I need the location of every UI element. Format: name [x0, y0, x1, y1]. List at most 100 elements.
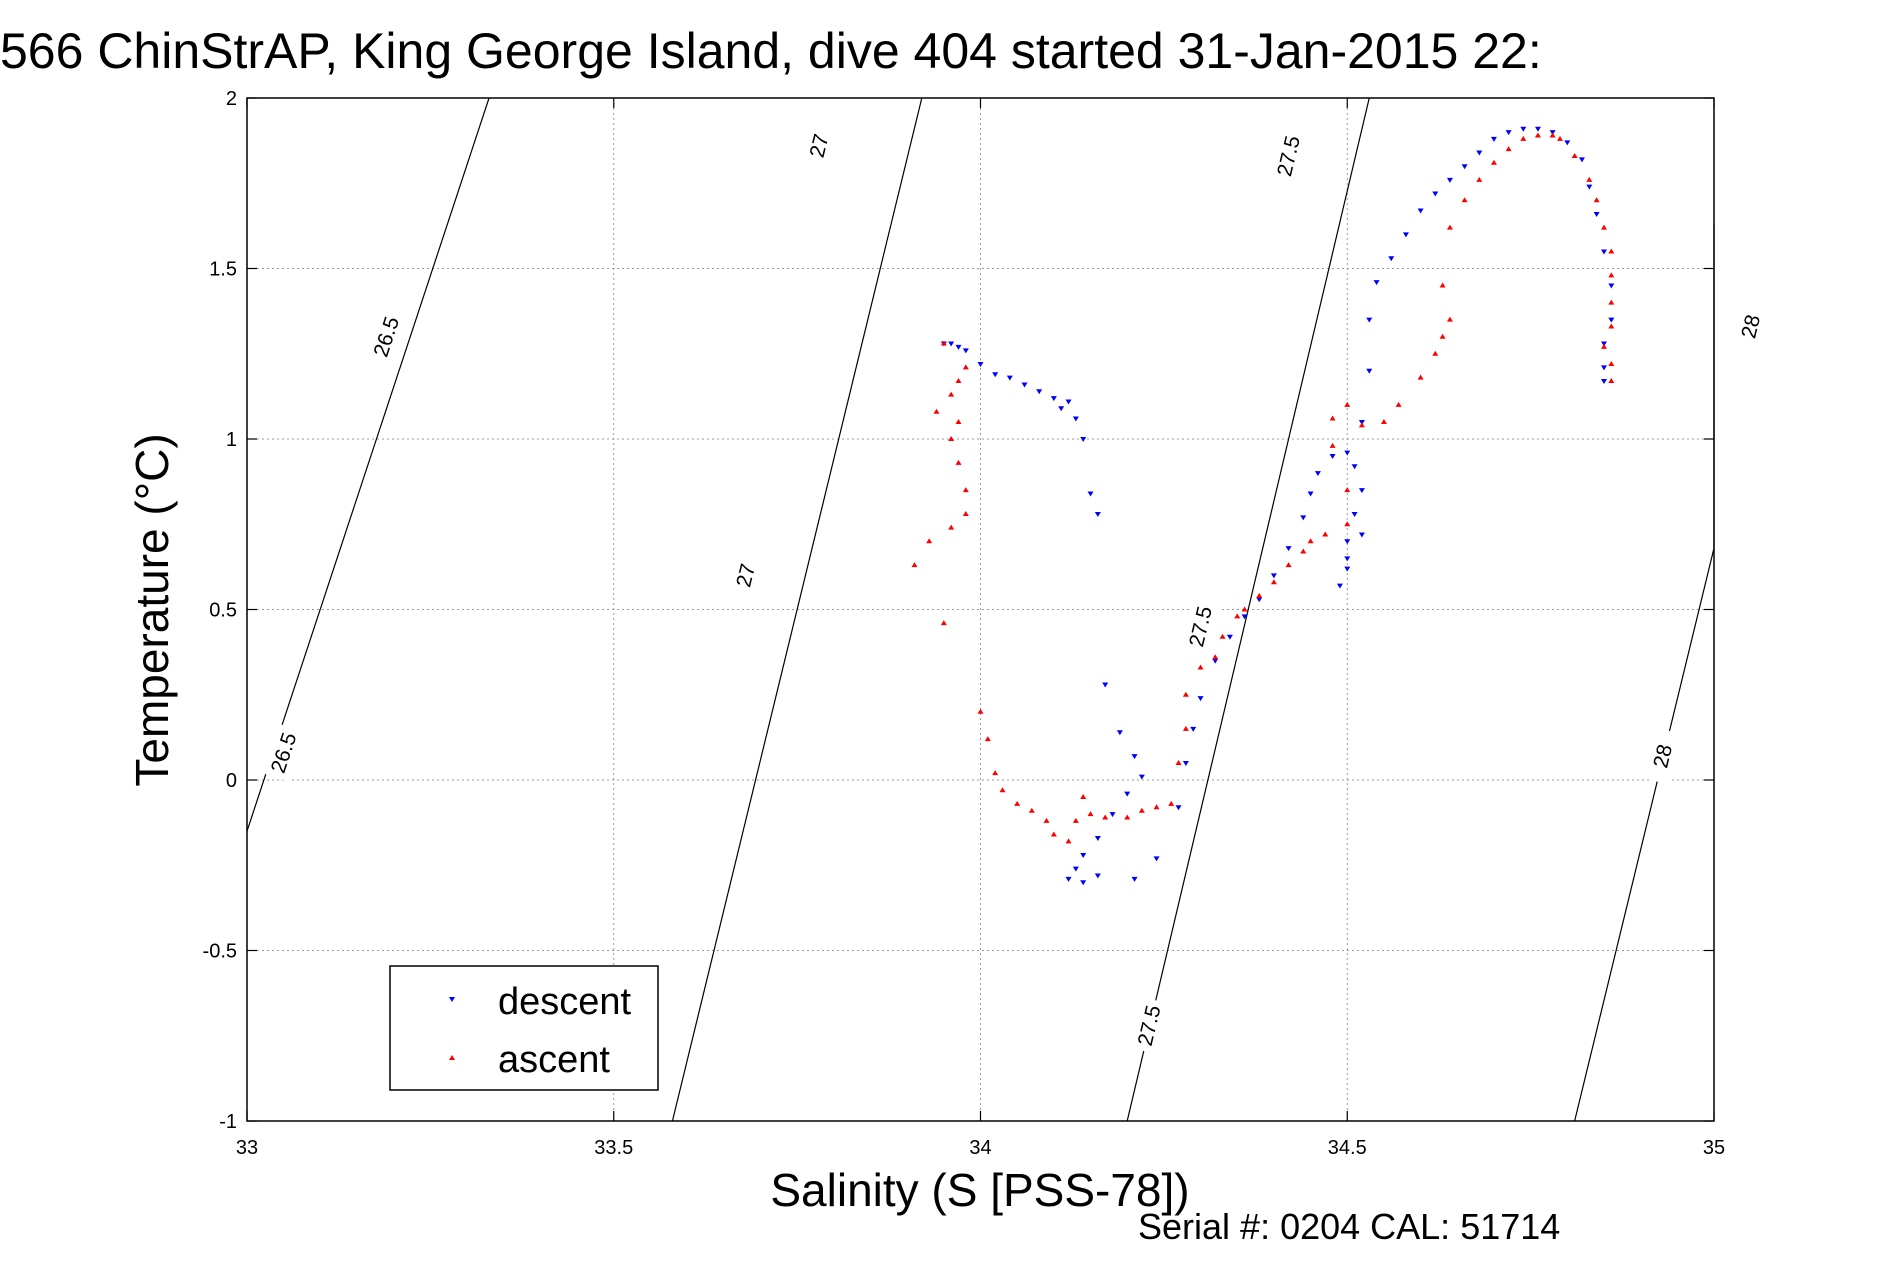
ascent-point [1138, 807, 1145, 813]
y-tick-label: 0.5 [209, 600, 237, 622]
descent-point [1402, 232, 1409, 238]
axis-ticks: 33 33.5 34 34.5 35 -1 -0.5 0 0.5 1 1.5 2 [203, 88, 1726, 1159]
contour-27.5: 27.527.527.5 [1126, 97, 1370, 1122]
descent-point [1065, 876, 1072, 882]
y-tick-label: 1.5 [209, 259, 237, 281]
descent-point [1116, 730, 1123, 736]
descent-point [1600, 365, 1607, 371]
contour-label-bg [1642, 727, 1683, 785]
ascent-point [1080, 794, 1087, 800]
ascent-point [1608, 360, 1615, 366]
legend-ascent-label: ascent [498, 1039, 610, 1081]
ascent-point [955, 418, 962, 424]
y-axis-label: Temperature (°C) [126, 433, 178, 786]
ascent-point [1476, 176, 1483, 182]
ascent-point [1344, 487, 1351, 493]
legend-descent-marker [449, 997, 455, 1002]
ascent-point [1505, 146, 1512, 152]
ascent-point [1168, 800, 1175, 806]
ascent-point [1556, 135, 1563, 141]
descent-point [1344, 539, 1351, 545]
ascent-point [962, 364, 969, 370]
descent-point [955, 344, 962, 350]
ascent-point [1395, 401, 1402, 407]
descent-point [1373, 280, 1380, 286]
ascent-point [1439, 333, 1446, 339]
ascent-point [1608, 299, 1615, 305]
ascent-point [984, 736, 991, 742]
descent-point [1270, 573, 1277, 579]
contour-label-bg [726, 546, 766, 604]
ascent-point [1175, 759, 1182, 765]
grid-layer [247, 98, 1714, 1121]
descent-point [1366, 317, 1373, 323]
data-points [911, 126, 1615, 886]
ascent-point [1446, 224, 1453, 230]
descent-point [1175, 805, 1182, 811]
descent-point [1072, 866, 1079, 872]
contour-label: 27 [732, 561, 760, 589]
descent-point [1461, 164, 1468, 170]
contour-line [1126, 97, 1370, 1122]
ascent-point [1534, 132, 1541, 138]
ascent-point [1050, 831, 1057, 837]
ascent-point [962, 511, 969, 517]
contour-line [1574, 224, 1715, 1122]
x-tick-label: 33.5 [594, 1137, 633, 1159]
ascent-point [1307, 538, 1314, 544]
ascent-point [1586, 176, 1593, 182]
ascent-point [1182, 725, 1189, 731]
descent-point [1300, 515, 1307, 521]
contour-label-bg [262, 723, 306, 782]
descent-point [1094, 873, 1101, 879]
y-tick-label: 1 [226, 429, 237, 451]
descent-point [1344, 450, 1351, 456]
contour-label-bg [1180, 598, 1221, 656]
ascent-point [1417, 374, 1424, 380]
descent-point [1505, 130, 1512, 136]
ascent-point [977, 708, 984, 714]
descent-point [1153, 856, 1160, 862]
descent-point [1417, 208, 1424, 214]
x-tick-label: 34.5 [1328, 1137, 1367, 1159]
ascent-point [1600, 224, 1607, 230]
ascent-point [933, 408, 940, 414]
descent-point [1080, 880, 1087, 886]
ascent-point [1344, 521, 1351, 527]
ascent-point [948, 524, 955, 530]
ascent-point [1153, 804, 1160, 810]
ascent-point [1593, 197, 1600, 203]
descent-point [1138, 774, 1145, 780]
ascent-point [1571, 152, 1578, 158]
descent-point [1072, 416, 1079, 422]
ascent-point [1072, 817, 1079, 823]
descent-point [1329, 454, 1336, 460]
legend-box [389, 965, 659, 1091]
descent-point [1124, 791, 1131, 797]
descent-point [1336, 583, 1343, 589]
descent-point [1432, 191, 1439, 197]
descent-point [1197, 696, 1204, 702]
series-descent [940, 126, 1615, 886]
y-tick-label: -0.5 [203, 941, 237, 963]
ascent-point [1344, 401, 1351, 407]
ascent-point [926, 538, 933, 544]
ascent-point [1549, 132, 1556, 138]
ascent-point [1439, 282, 1446, 288]
x-axis-label: Salinity (S [PSS-78]) [770, 1164, 1189, 1216]
ascent-point [940, 620, 947, 626]
ascent-point [1608, 323, 1615, 329]
contour-label-bg [1730, 297, 1771, 356]
descent-point [977, 361, 984, 367]
descent-point [1021, 382, 1028, 388]
descent-point [948, 341, 955, 347]
ascent-point [1212, 654, 1219, 660]
ascent-point [1520, 135, 1527, 141]
legend-ascent-marker [449, 1055, 455, 1060]
contour-label-bg [799, 117, 839, 175]
descent-point [1087, 491, 1094, 497]
ascent-point [1608, 248, 1615, 254]
descent-point [1446, 177, 1453, 183]
ascent-point [911, 562, 918, 568]
